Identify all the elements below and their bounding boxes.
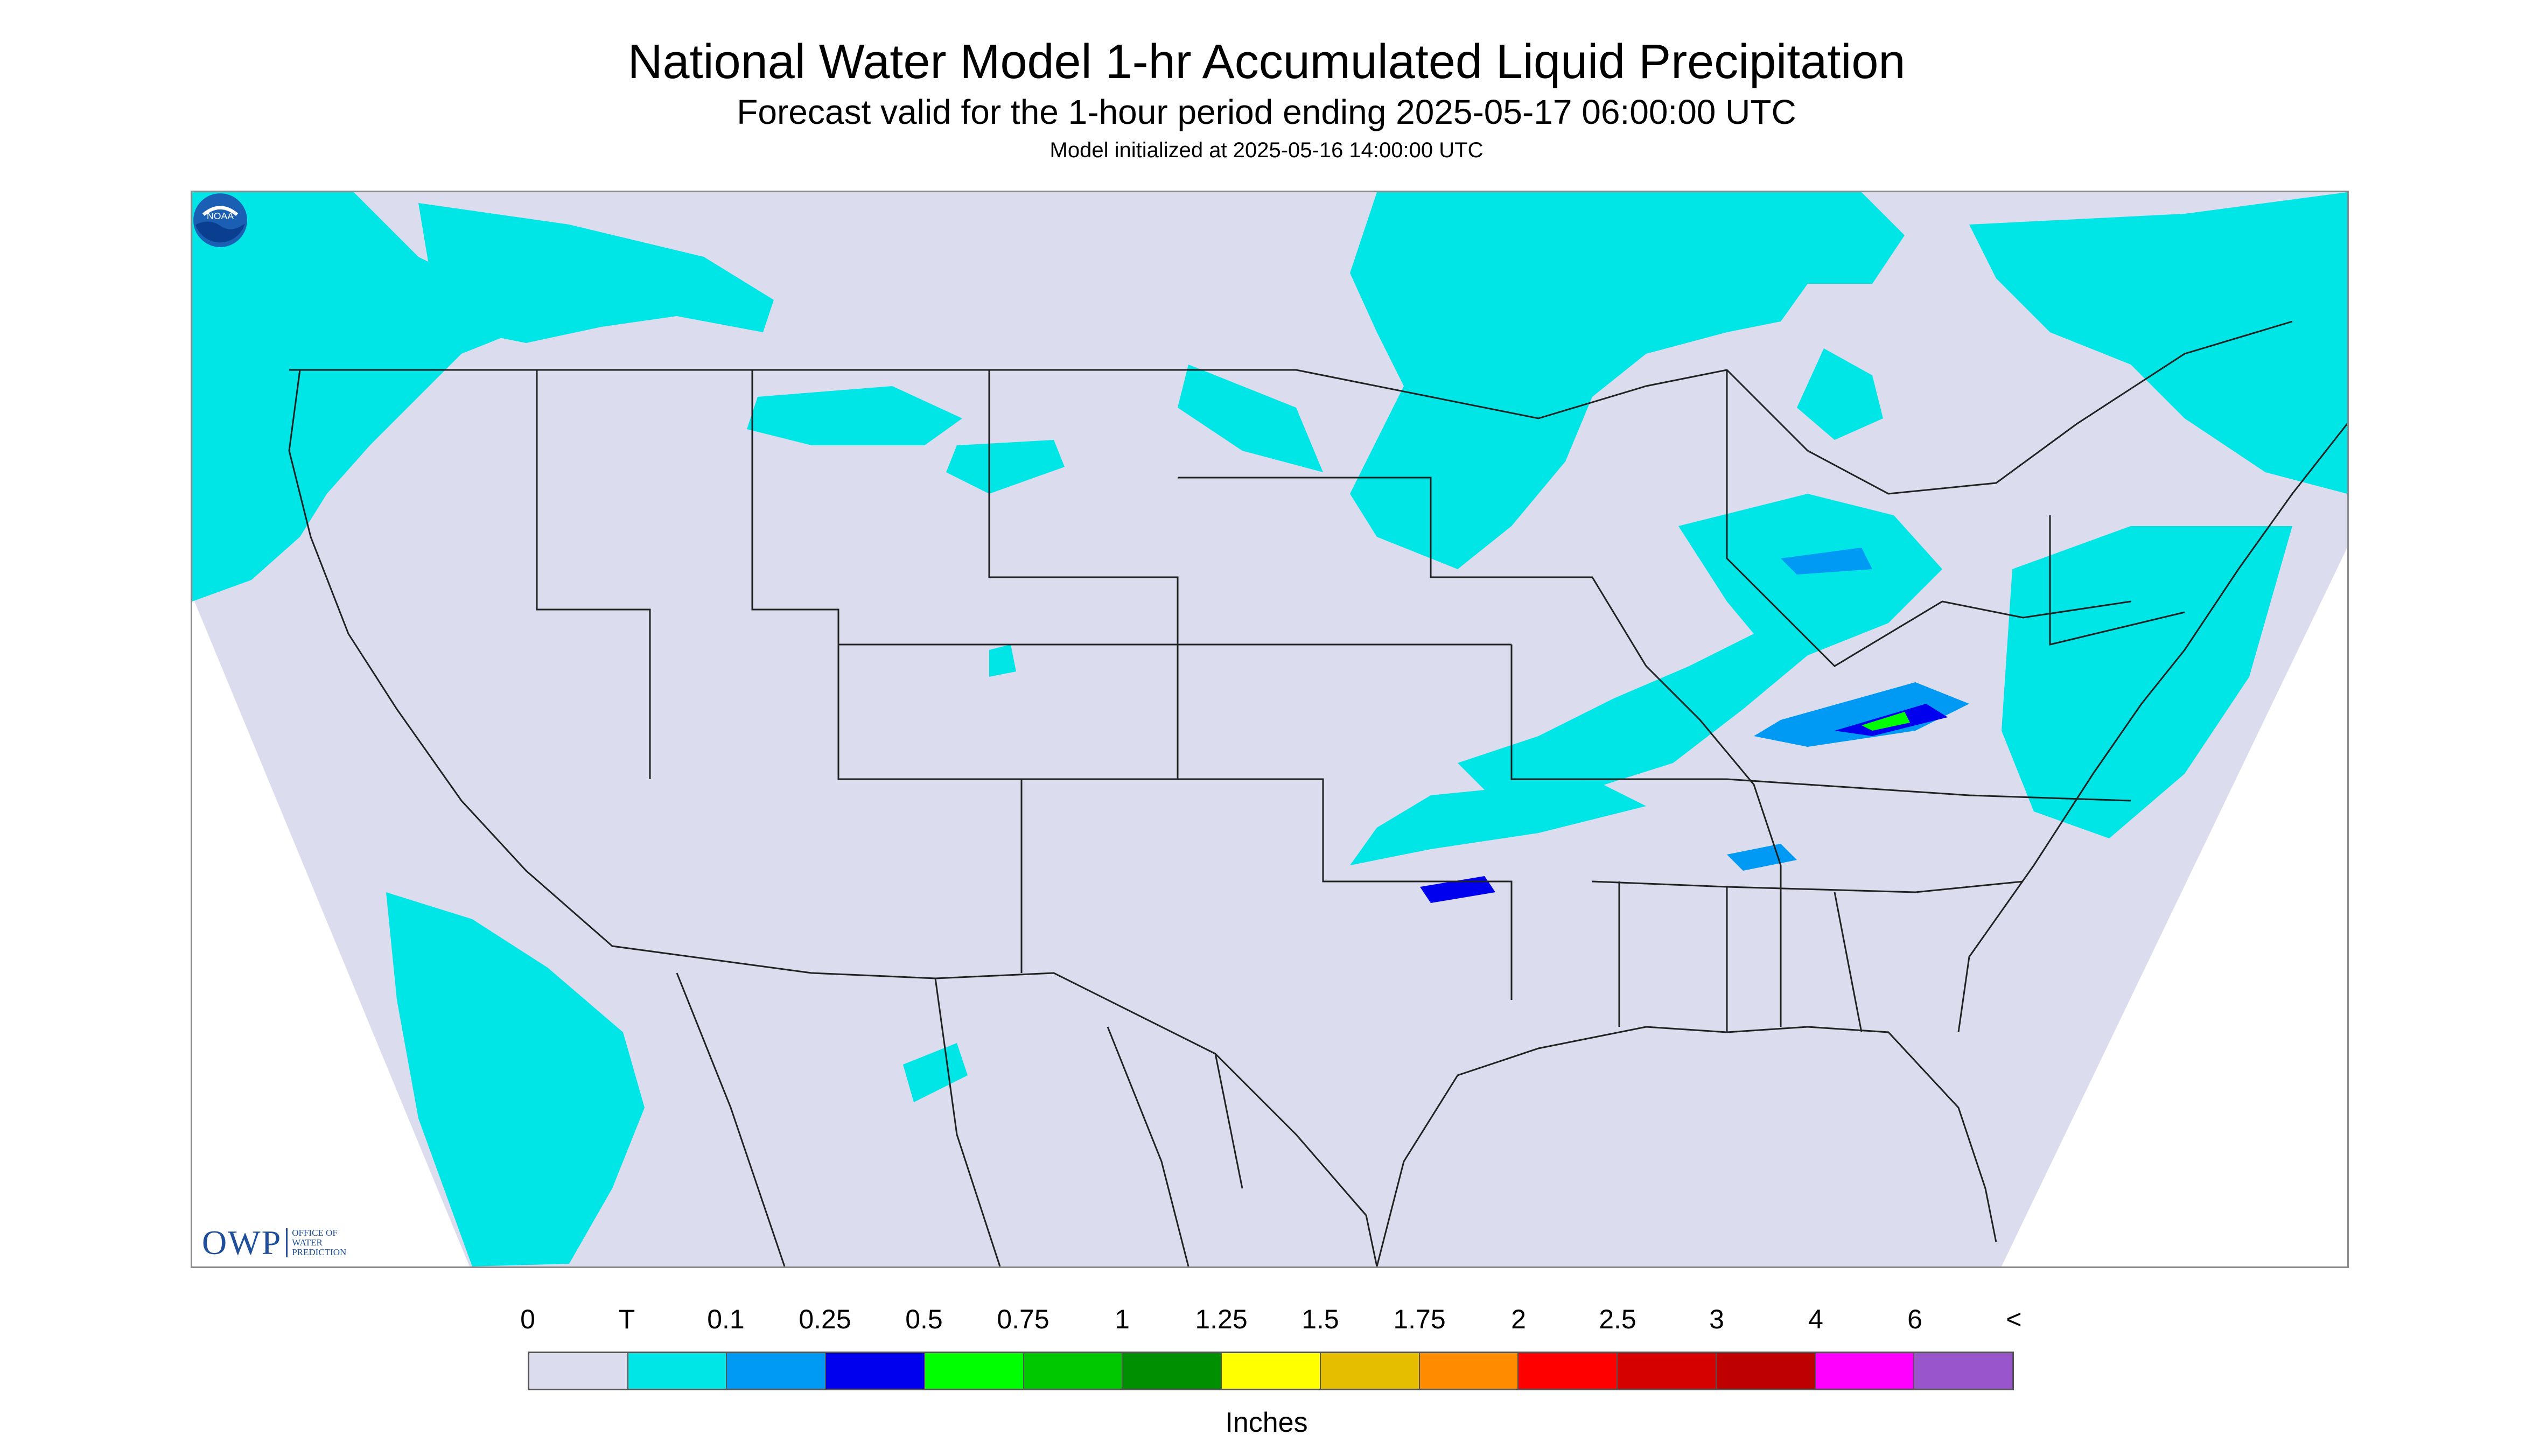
legend-swatch xyxy=(1618,1353,1717,1389)
mexico-state-lines xyxy=(676,972,1243,1266)
legend-tick-label: 1 xyxy=(1115,1304,1130,1334)
legend-tick-label: 2 xyxy=(1511,1304,1526,1334)
us-mexico-border xyxy=(612,945,1378,1266)
legend-tick-label: 4 xyxy=(1808,1304,1823,1334)
precip-core-michigan xyxy=(1781,548,1872,575)
state-line-9 xyxy=(1592,880,2024,893)
precip-great-lakes xyxy=(1350,192,1905,569)
owp-logo: OWP OFFICE OF WATER PREDICTION xyxy=(202,1223,347,1262)
legend-tick-label: 6 xyxy=(1907,1304,1922,1334)
precip-colorado xyxy=(989,645,1016,677)
state-line-1 xyxy=(536,370,651,779)
precip-core-kentucky-green xyxy=(1862,712,1910,731)
precip-texas xyxy=(903,1043,968,1102)
legend-swatch xyxy=(1519,1353,1618,1389)
precip-atlantic xyxy=(2002,526,2292,838)
legend-tick-label: 1.5 xyxy=(1302,1304,1339,1334)
legend-units: Inches xyxy=(1225,1407,1308,1438)
legend-swatch xyxy=(529,1353,628,1389)
legend-swatch xyxy=(1320,1353,1420,1389)
precip-northeast xyxy=(1969,192,2347,494)
precip-pacific-offshore xyxy=(386,892,645,1266)
noaa-logo-icon: NOAA xyxy=(193,193,247,247)
heavier-precip-cores xyxy=(1420,548,1969,903)
state-line-7 xyxy=(1510,645,2131,802)
legend-tick-label: 0.25 xyxy=(799,1304,851,1334)
legend-tick-label: < xyxy=(2006,1304,2022,1334)
map-canvas xyxy=(192,192,2347,1266)
legend-swatch xyxy=(826,1353,925,1389)
owp-logo-mark: OWP xyxy=(202,1223,282,1262)
state-line-14 xyxy=(2049,515,2185,646)
precip-core-kentucky xyxy=(1754,682,1969,747)
precipitation-map: OWP OFFICE OF WATER PREDICTION NOAA xyxy=(191,191,2349,1268)
precip-core-tennessee xyxy=(1727,844,1797,871)
legend-swatch xyxy=(628,1353,727,1389)
legend-tick-label: 1.75 xyxy=(1393,1304,1446,1334)
map-title: National Water Model 1-hr Accumulated Li… xyxy=(627,35,1906,89)
model-init-text: Model initialized at 2025-05-16 14:00:00… xyxy=(1049,138,1484,162)
legend-swatch xyxy=(1123,1353,1222,1389)
legend-tick-label: 0.5 xyxy=(905,1304,943,1334)
legend-swatch xyxy=(727,1353,827,1389)
atlantic-coastline xyxy=(1957,423,2347,1033)
state-line-2 xyxy=(751,370,1023,973)
owp-logo-text: OFFICE OF WATER PREDICTION xyxy=(292,1228,347,1257)
legend-tick-label: 0 xyxy=(520,1304,535,1334)
legend-tick-label: 1.25 xyxy=(1195,1304,1248,1334)
precip-dakotas xyxy=(1178,365,1323,472)
legend-swatch xyxy=(925,1353,1024,1389)
legend-swatch xyxy=(1815,1353,1915,1389)
legend-tick-label: 3 xyxy=(1709,1304,1724,1334)
precip-core-mississippi xyxy=(1420,876,1495,903)
state-line-3 xyxy=(988,370,1179,779)
legend-tick-label: 0.1 xyxy=(707,1304,745,1334)
svg-text:NOAA: NOAA xyxy=(207,211,234,221)
owp-logo-divider xyxy=(286,1228,288,1257)
precip-wyoming xyxy=(946,440,1065,494)
legend-tick-label: 0.75 xyxy=(997,1304,1049,1334)
legend-swatch xyxy=(1914,1353,2013,1389)
state-line-8 xyxy=(1645,665,1782,1027)
legend-swatch xyxy=(1716,1353,1816,1389)
legend-tick-label: T xyxy=(618,1304,635,1334)
state-line-6 xyxy=(1021,778,1513,1000)
legend-swatch xyxy=(1024,1353,1123,1389)
precip-ohio-valley xyxy=(1797,348,1883,440)
state-line-10 xyxy=(1726,370,2131,667)
precip-gulf-states xyxy=(1350,779,1646,865)
legend-tick-label: 2.5 xyxy=(1599,1304,1636,1334)
model-domain xyxy=(192,192,2347,1266)
legend-color-bar xyxy=(528,1352,2014,1390)
state-line-13 xyxy=(1834,892,1863,1033)
legend-swatch xyxy=(1222,1353,1321,1389)
precip-canada-west xyxy=(418,203,774,343)
legend-swatch xyxy=(1419,1353,1519,1389)
state-line-4 xyxy=(1178,477,1647,667)
precip-montana xyxy=(747,386,962,445)
pacific-coastline xyxy=(288,369,613,947)
political-boundaries xyxy=(288,320,2347,1266)
map-subtitle: Forecast valid for the 1-hour period end… xyxy=(737,93,1796,131)
